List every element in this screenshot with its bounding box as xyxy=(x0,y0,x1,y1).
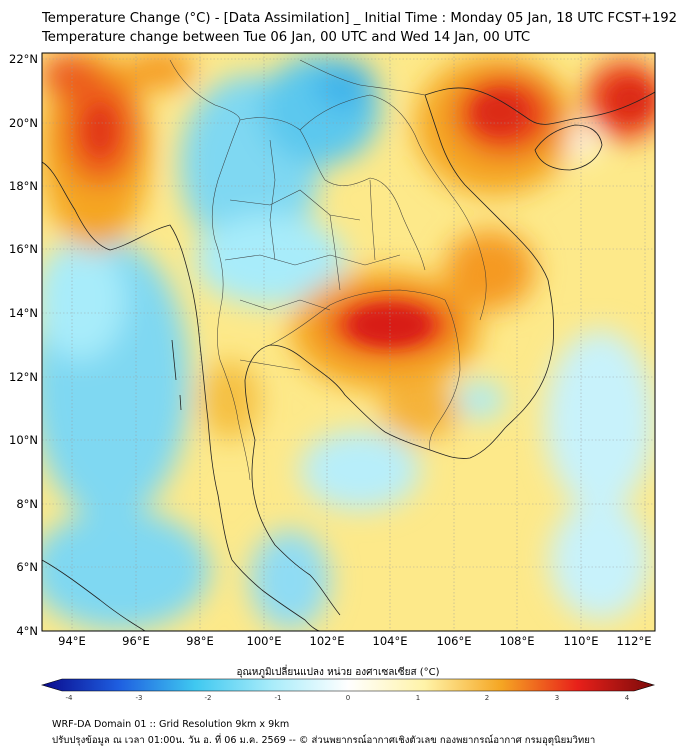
title-line-2: Temperature change between Tue 06 Jan, 0… xyxy=(42,30,531,45)
coastlines xyxy=(42,87,655,631)
colorbar-tick: -4 xyxy=(65,694,73,702)
colorbar-tick: 2 xyxy=(484,694,490,702)
colorbar-scale xyxy=(40,678,656,692)
colorbar-tick: -2 xyxy=(204,694,212,702)
lat-label: 16°N xyxy=(9,242,38,256)
lon-label: 94°E xyxy=(58,634,86,648)
colorbar-tick: -3 xyxy=(135,694,143,702)
lon-label: 102°E xyxy=(310,634,345,648)
lon-label: 104°E xyxy=(373,634,408,648)
lat-label: 22°N xyxy=(9,52,38,66)
lon-label: 106°E xyxy=(437,634,472,648)
map-frame xyxy=(41,52,656,632)
lat-labels: 22°N 20°N 18°N 16°N 14°N 12°N 10°N 8°N 6… xyxy=(9,52,38,638)
colorbar-tick: -1 xyxy=(274,694,282,702)
lon-label: 110°E xyxy=(564,634,599,648)
title-line-1: Temperature Change (°C) - [Data Assimila… xyxy=(42,11,676,26)
lon-label: 108°E xyxy=(500,634,535,648)
footer-credit: ปรับปรุงข้อมูล ณ เวลา 01:00น. วัน อ. ที่… xyxy=(52,735,596,746)
colorbar xyxy=(40,678,656,692)
colorbar-tick: 4 xyxy=(624,694,630,702)
colorbar-tick: 3 xyxy=(554,694,560,702)
colorbar-tick: 0 xyxy=(345,694,351,702)
lon-label: 112°E xyxy=(617,634,652,648)
temperature-map: 22°N 20°N 18°N 16°N 14°N 12°N 10°N 8°N 6… xyxy=(9,52,656,692)
lat-label: 20°N xyxy=(9,116,38,130)
lat-label: 8°N xyxy=(16,497,38,511)
colorbar-tick: 1 xyxy=(415,694,421,702)
lat-label: 12°N xyxy=(9,370,38,384)
lon-label: 100°E xyxy=(247,634,282,648)
temperature-field xyxy=(42,53,655,631)
lat-label: 6°N xyxy=(16,560,38,574)
lon-label: 98°E xyxy=(186,634,214,648)
footer-domain-info: WRF-DA Domain 01 :: Grid Resolution 9km … xyxy=(52,719,290,730)
lat-label: 4°N xyxy=(16,624,38,638)
lat-label: 18°N xyxy=(9,179,38,193)
lat-label: 10°N xyxy=(9,433,38,447)
colorbar-label: อุณหภูมิเปลี่ยนแปลง หน่วย องศาเซลเซียส (… xyxy=(236,667,440,678)
lon-labels: 94°E 96°E 98°E 100°E 102°E 104°E 106°E 1… xyxy=(58,634,651,648)
borders xyxy=(169,59,487,481)
lon-label: 96°E xyxy=(122,634,150,648)
lat-label: 14°N xyxy=(9,306,38,320)
